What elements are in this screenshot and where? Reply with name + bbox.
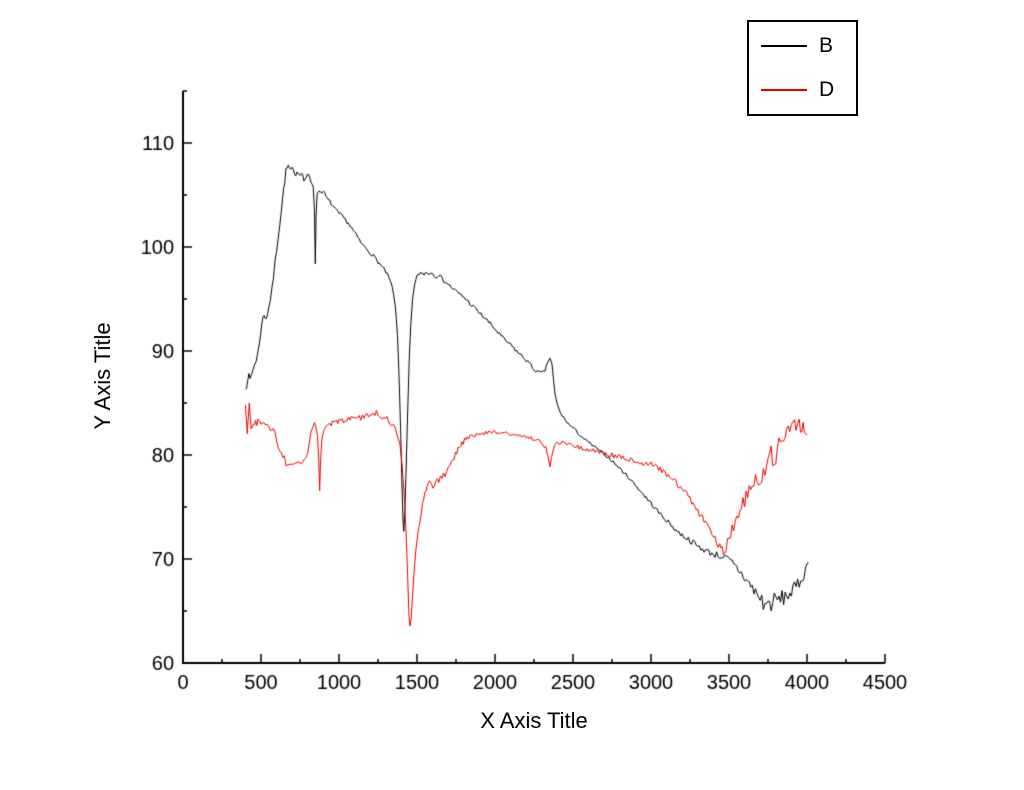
legend-line-swatch-b: [761, 45, 807, 47]
legend-entry-d: D: [749, 78, 856, 102]
x-axis-title: X Axis Title: [480, 708, 588, 733]
legend-label-d: D: [819, 78, 835, 101]
legend-entry-b: B: [749, 34, 856, 58]
legend: B D: [747, 20, 858, 116]
legend-label-b: B: [819, 34, 834, 57]
legend-line-swatch-d: [761, 89, 807, 91]
y-axis-title: Y Axis Title: [90, 322, 115, 430]
